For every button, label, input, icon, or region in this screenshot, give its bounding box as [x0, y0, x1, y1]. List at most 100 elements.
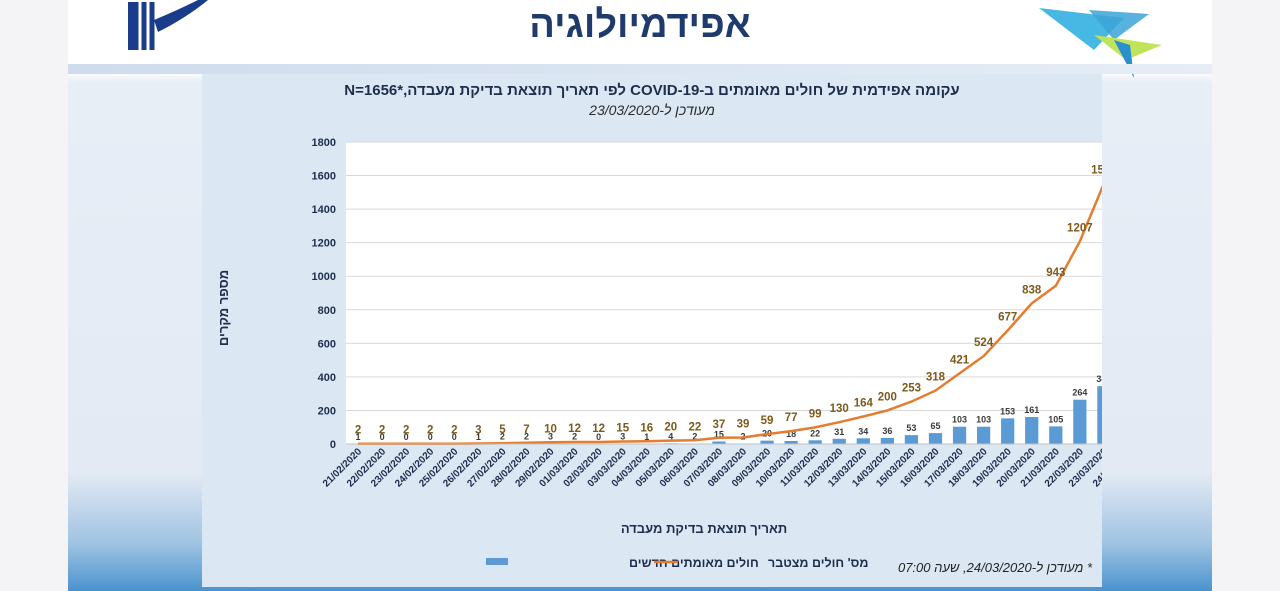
- line-value-label: 59: [761, 415, 774, 427]
- legend-line-label: מס' חולים מצטבר: [768, 556, 868, 570]
- bar-value-label: 0: [404, 432, 409, 442]
- legend-bars-swatch: [486, 558, 508, 565]
- line-value-label: 22: [688, 421, 701, 433]
- daily-bar: [784, 440, 798, 444]
- gridlines: [346, 141, 1102, 445]
- line-value-label: 99: [809, 408, 822, 420]
- line-value-label: 2: [451, 425, 457, 437]
- daily-bar: [1073, 399, 1087, 444]
- bar-value-label: 53: [906, 423, 916, 433]
- daily-bar: [712, 441, 726, 444]
- line-value-label: 1552: [1091, 165, 1102, 177]
- legend-bars-label: חולים מאומתים חדשים: [629, 556, 759, 570]
- chart-subtitle: מעודכן ל-23/03/2020: [589, 102, 715, 118]
- line-value-label: 130: [830, 403, 849, 415]
- chart-footnote: * מעודכן ל-24/03/2020, שעה 07:00: [897, 560, 1092, 575]
- bar-value-label: 2: [692, 432, 697, 442]
- daily-bar: [880, 437, 894, 444]
- slide-title: אפידמיולוגיה: [529, 4, 751, 46]
- line-value-label: 1207: [1067, 222, 1093, 234]
- y-tick-label: 800: [318, 305, 336, 317]
- bar-value-label: 31: [834, 427, 844, 437]
- daily-bar: [856, 438, 870, 444]
- line-value-label: 2: [403, 425, 409, 437]
- line-value-label: 943: [1046, 267, 1065, 279]
- outer-left-margin: [0, 0, 68, 591]
- x-axis-label: תאריך תוצאת בדיקת מעבדה: [621, 521, 787, 536]
- daily-bar: [760, 440, 774, 444]
- bar-value-label: 4: [668, 431, 673, 441]
- plot-area: [346, 142, 1102, 444]
- y-axis: 0 200 400 600 800 1000 1200 1400 1600 1800: [312, 137, 336, 451]
- daily-bar: [928, 433, 943, 444]
- bar-value-label: 65: [930, 421, 940, 431]
- bar-value-label: 2: [524, 432, 529, 442]
- bar-value-label: 36: [882, 426, 892, 436]
- y-tick-label: 200: [318, 405, 336, 417]
- line-value-label: 15: [616, 422, 629, 434]
- line-value-label: 7: [523, 424, 529, 436]
- line-value-label: 10: [544, 423, 557, 435]
- line-value-label: 5: [499, 424, 506, 436]
- bar-value-label: 345: [1096, 374, 1102, 384]
- line-value-label: 253: [902, 383, 921, 395]
- daily-bar: [952, 426, 967, 444]
- line-value-label: 2: [355, 425, 361, 437]
- bar-value-label: 2: [500, 432, 505, 442]
- y-tick-label: 1400: [312, 204, 336, 216]
- chart-title: עקומה אפידמית של חולים מאומתים ב-COVID-1…: [344, 82, 960, 99]
- bar-value-label: 2: [572, 432, 577, 442]
- y-tick-label: 1000: [312, 271, 336, 283]
- slide: אפידמיולוגיה עקומה אפידמית של חולים מאומ…: [68, 0, 1212, 591]
- line-value-label: 2: [379, 425, 385, 437]
- bar-value-label: 0: [428, 432, 433, 442]
- line-value-label: 39: [737, 418, 750, 430]
- legend: חולים מאומתים חדשים מס' חולים מצטבר: [486, 556, 868, 570]
- line-value-label: 16: [640, 422, 653, 434]
- bar-value-label: 34: [858, 426, 868, 436]
- header-band: [68, 64, 1212, 74]
- daily-bar: [808, 440, 822, 444]
- bar-value-label: 15: [714, 429, 724, 439]
- y-tick-label: 1600: [312, 171, 336, 183]
- bar-value-label: 0: [380, 432, 385, 442]
- x-axis: 21/02/202022/02/202023/02/202024/02/2020…: [321, 443, 1102, 490]
- line-value-label: 164: [854, 397, 874, 409]
- bar-value-label: 103: [952, 415, 967, 425]
- line-value-label: 12: [568, 423, 581, 435]
- line-value-label: 20: [664, 422, 677, 434]
- line-labels: 2 2 2 2 2 3 5 7 10 12 12 15 16 20 22 37 39 59 77 99 130 16420…: [355, 165, 1102, 437]
- line-value-label: 2: [427, 425, 433, 437]
- line-value-label: 3: [475, 424, 481, 436]
- outer-right-margin: [1212, 0, 1280, 591]
- chart-panel: עקומה אפידמית של חולים מאומתים ב-COVID-1…: [202, 74, 1102, 587]
- bar-value-label: 3: [620, 431, 625, 441]
- bar-value-label: 3: [548, 431, 553, 441]
- daily-bar: [1025, 416, 1039, 444]
- y-tick-label: 1200: [312, 238, 336, 250]
- daily-bar: [832, 438, 846, 444]
- bar-value-label: 264: [1072, 388, 1087, 398]
- line-value-label: 318: [926, 372, 946, 384]
- daily-bar: [1001, 418, 1015, 444]
- line-value-label: 838: [1022, 284, 1042, 296]
- y-axis-label: מספר מקרים: [216, 270, 231, 346]
- bar-value-label: 105: [1048, 414, 1063, 424]
- daily-bar: [904, 435, 919, 444]
- daily-bar: [976, 426, 991, 444]
- line-value-label: 200: [878, 391, 897, 403]
- bar-value-label: 153: [1000, 406, 1015, 416]
- bar-value-label: 18: [786, 429, 796, 439]
- bar-value-label: 22: [810, 428, 820, 438]
- line-value-label: 77: [785, 412, 798, 424]
- daily-bar: [1049, 426, 1063, 444]
- brand-logo: [1039, 8, 1162, 78]
- line-value-label: 677: [998, 311, 1017, 323]
- bar-value-label: 0: [596, 432, 601, 442]
- y-tick-label: 0: [330, 439, 336, 451]
- bar-value-label: 1: [644, 432, 649, 442]
- ministry-logo: [128, 0, 208, 50]
- slide-header: [68, 0, 1212, 66]
- y-tick-label: 400: [318, 372, 336, 384]
